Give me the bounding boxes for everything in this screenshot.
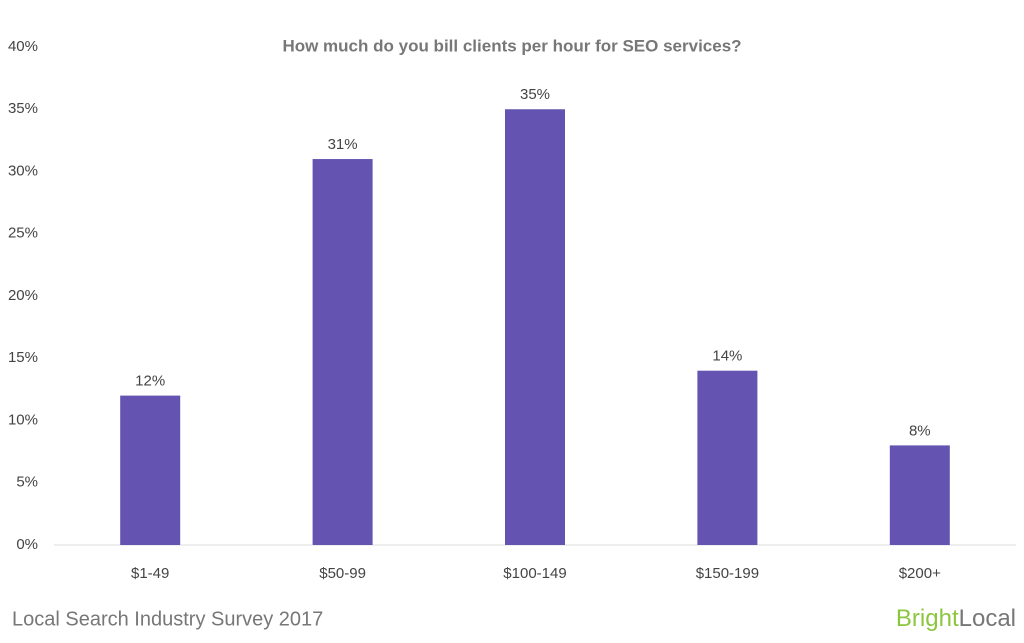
bar xyxy=(312,159,373,546)
x-tick-label: $50-99 xyxy=(319,565,366,582)
bar xyxy=(697,370,758,545)
chart-title: How much do you bill clients per hour fo… xyxy=(282,36,741,55)
bar xyxy=(120,395,181,545)
y-tick-label: 5% xyxy=(16,474,38,491)
y-tick-label: 25% xyxy=(8,225,38,242)
y-tick-label: 40% xyxy=(8,38,38,55)
x-tick-label: $100-149 xyxy=(503,565,566,582)
value-label: 8% xyxy=(909,422,931,439)
y-tick-label: 0% xyxy=(16,536,38,553)
x-tick-label: $200+ xyxy=(899,565,941,582)
y-tick-label: 30% xyxy=(8,162,38,179)
x-tick-label: $1-49 xyxy=(131,565,169,582)
brand: BrightLocal xyxy=(896,605,1016,632)
y-tick-label: 20% xyxy=(8,287,38,304)
value-label: 31% xyxy=(328,136,358,153)
brand-part: Local xyxy=(959,605,1016,632)
brand-part: Bright xyxy=(896,605,959,632)
value-label: 35% xyxy=(520,86,550,103)
value-label: 12% xyxy=(135,373,165,390)
x-tick-label: $150-199 xyxy=(696,565,759,582)
y-tick-label: 35% xyxy=(8,100,38,117)
footer: Local Search Industry Survey 2017 xyxy=(12,608,323,630)
bar xyxy=(505,109,565,545)
value-label: 14% xyxy=(712,348,742,365)
y-tick-label: 10% xyxy=(8,411,38,428)
y-tick-label: 15% xyxy=(8,349,38,366)
bar xyxy=(889,445,950,545)
